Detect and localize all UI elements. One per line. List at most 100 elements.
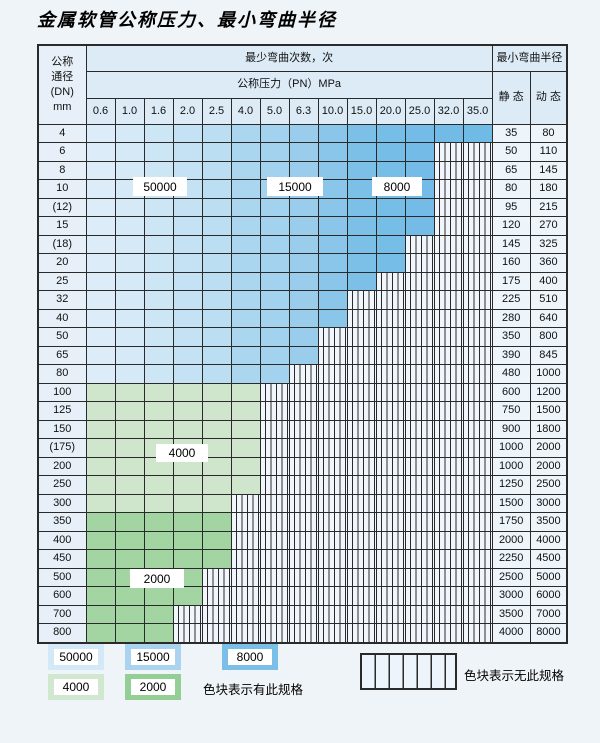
no-spec-cell — [433, 364, 464, 384]
dn-header-line: 公称 — [51, 56, 74, 69]
dn-cell: 10 — [37, 179, 87, 199]
spec-cell — [230, 382, 261, 403]
table-row: 450 2250 4500 — [37, 549, 568, 569]
no-spec-cell — [172, 623, 203, 644]
spec-cell — [114, 512, 145, 532]
no-spec-cell — [433, 382, 464, 403]
no-spec-cell — [433, 586, 464, 606]
no-spec-cell — [462, 493, 493, 514]
spec-cell — [346, 216, 377, 236]
no-spec-cell — [288, 456, 319, 477]
spec-cell — [114, 197, 145, 218]
pn-value-header: 15.0 — [346, 98, 377, 125]
spec-cell — [317, 216, 348, 236]
no-spec-cell — [433, 567, 464, 588]
no-spec-cell — [346, 308, 377, 329]
no-spec-cell — [404, 327, 435, 347]
spec-cell — [201, 216, 232, 236]
spec-cell — [114, 308, 145, 329]
no-spec-cell — [433, 253, 464, 273]
spec-cell — [404, 123, 435, 144]
spec-cell — [143, 308, 174, 329]
no-spec-cell — [462, 530, 493, 551]
table-row: 125 750 1500 — [37, 401, 568, 421]
static-radius-cell: 1750 — [491, 512, 531, 532]
dynamic-radius-cell: 8000 — [529, 623, 568, 644]
spec-cell — [85, 197, 116, 218]
spec-cell — [172, 345, 203, 366]
spec-cell — [375, 160, 406, 181]
spec-cell — [201, 438, 232, 458]
no-spec-cell — [404, 345, 435, 366]
no-spec-cell — [375, 438, 406, 458]
spec-cell — [114, 530, 145, 551]
no-spec-cell — [317, 604, 348, 625]
table-row: 6 50 110 — [37, 142, 568, 162]
spec-cell — [85, 604, 116, 625]
spec-cell — [404, 160, 435, 181]
no-spec-cell — [375, 530, 406, 551]
spec-cell — [114, 271, 145, 292]
no-spec-cell — [346, 382, 377, 403]
no-spec-cell — [462, 567, 493, 588]
spec-cell — [259, 253, 290, 273]
static-radius-cell: 1250 — [491, 475, 531, 495]
pn-value-header: 20.0 — [375, 98, 406, 125]
no-spec-cell — [462, 586, 493, 606]
min-bend-radius-header: 最小弯曲半径 — [491, 44, 568, 72]
spec-cell — [114, 234, 145, 255]
table-row: 32 225 510 — [37, 290, 568, 310]
spec-cell — [288, 271, 319, 292]
table-row: 65 390 845 — [37, 345, 568, 366]
no-spec-cell — [462, 401, 493, 421]
dynamic-radius-cell: 2500 — [529, 475, 568, 495]
no-spec-cell — [230, 586, 261, 606]
spec-cell — [317, 197, 348, 218]
spec-cell — [143, 419, 174, 440]
dn-header-line: 通径 — [51, 71, 74, 84]
legend-swatch-4000: 4000 — [48, 674, 104, 700]
spec-cell — [259, 364, 290, 384]
legend-no-spec-swatch — [360, 653, 457, 690]
spec-cell — [114, 364, 145, 384]
pn-value-header: 35.0 — [462, 98, 493, 125]
no-spec-cell — [346, 401, 377, 421]
static-radius-cell: 2500 — [491, 567, 531, 588]
spec-cell — [85, 530, 116, 551]
spec-cell — [346, 123, 377, 144]
static-radius-cell: 35 — [491, 123, 531, 144]
dn-cell: 150 — [37, 419, 87, 440]
spec-cell — [201, 308, 232, 329]
no-spec-cell — [346, 586, 377, 606]
no-spec-cell — [404, 512, 435, 532]
dn-cell: (175) — [37, 438, 87, 458]
spec-cell — [85, 419, 116, 440]
spec-cell — [288, 345, 319, 366]
spec-cell — [85, 234, 116, 255]
spec-cell — [201, 142, 232, 162]
no-spec-cell — [375, 271, 406, 292]
spec-cell — [317, 271, 348, 292]
spec-cell — [230, 401, 261, 421]
no-spec-cell — [462, 419, 493, 440]
static-radius-cell: 225 — [491, 290, 531, 310]
dn-cell: 32 — [37, 290, 87, 310]
dn-cell: 4 — [37, 123, 87, 144]
spec-cell — [201, 364, 232, 384]
static-radius-cell: 80 — [491, 179, 531, 199]
spec-cell — [114, 327, 145, 347]
spec-cell — [114, 456, 145, 477]
no-spec-cell — [375, 549, 406, 569]
spec-cell — [230, 234, 261, 255]
spec-cell — [143, 271, 174, 292]
no-spec-cell — [288, 493, 319, 514]
dn-cell: 20 — [37, 253, 87, 273]
spec-cell — [172, 493, 203, 514]
spec-cell — [346, 234, 377, 255]
spec-cell — [201, 179, 232, 199]
no-spec-cell — [433, 530, 464, 551]
no-spec-cell — [433, 493, 464, 514]
no-spec-cell — [288, 623, 319, 644]
spec-cell — [201, 271, 232, 292]
no-spec-cell — [288, 364, 319, 384]
